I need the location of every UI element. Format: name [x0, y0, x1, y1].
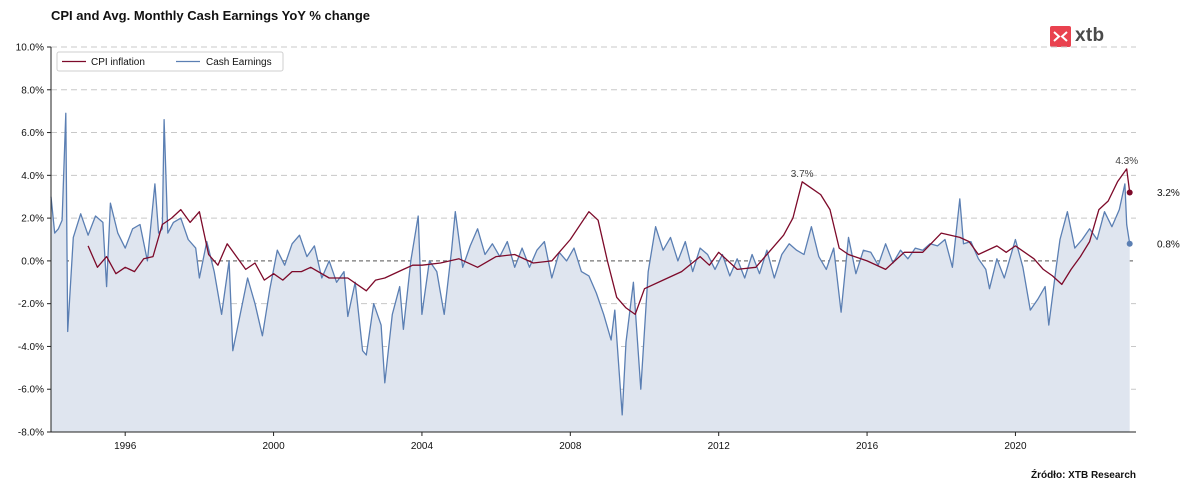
- xtb-logo-icon: [1050, 25, 1071, 47]
- peak-annotation: 3.7%: [791, 169, 814, 180]
- y-tick-label: 0.0%: [21, 256, 44, 267]
- cpi-inflation-line: [87, 168, 1131, 316]
- xtb-logo: xtb: [1050, 25, 1104, 47]
- y-tick-label: 6.0%: [21, 128, 44, 139]
- x-tick-label: 2016: [856, 441, 879, 452]
- legend: CPI inflation Cash Earnings: [56, 51, 284, 72]
- y-tick-label: 4.0%: [21, 171, 44, 182]
- x-tick-label: 2020: [1004, 441, 1027, 452]
- y-tick-label: 2.0%: [21, 214, 44, 225]
- y-tick-label: -2.0%: [18, 299, 44, 310]
- axes: -8.0% -6.0% -4.0% -2.0% 0.0% 2.0% 4.0% 6.0% 8.0%…: [16, 43, 1136, 452]
- cash-earnings-line: [50, 112, 1131, 416]
- xtb-logo-text: xtb: [1075, 25, 1105, 46]
- legend-label-earnings: Cash Earnings: [206, 57, 272, 68]
- y-tick-label: -6.0%: [18, 385, 44, 396]
- chart-title: CPI and Avg. Monthly Cash Earnings YoY %…: [51, 8, 371, 23]
- labels: 3.2% 0.8% 3.7% 4.3%: [791, 156, 1180, 250]
- end-value-label: 0.8%: [1157, 239, 1180, 250]
- y-tick-label: 10.0%: [16, 43, 44, 54]
- peak-annotation: 4.3%: [1115, 156, 1138, 167]
- earnings-area: [51, 113, 1130, 433]
- legend-box: [56, 51, 284, 72]
- x-tick-label: 2012: [708, 441, 731, 452]
- earnings-area-fill: [51, 113, 1130, 433]
- x-tick-label: 2000: [262, 441, 285, 452]
- x-tick-label: 2004: [411, 441, 434, 452]
- y-tick-label: -4.0%: [18, 342, 44, 353]
- y-tick-label: -8.0%: [18, 428, 44, 439]
- end-marker: [1126, 240, 1133, 247]
- source-note: Źródło: XTB Research: [1030, 470, 1136, 481]
- legend-label-cpi: CPI inflation: [91, 57, 145, 68]
- x-tick-label: 1996: [114, 441, 137, 452]
- end-value-label: 3.2%: [1157, 188, 1180, 199]
- series-lines: [50, 112, 1131, 416]
- x-tick-label: 2008: [559, 441, 582, 452]
- end-marker: [1126, 189, 1133, 196]
- y-tick-label: 8.0%: [21, 85, 44, 96]
